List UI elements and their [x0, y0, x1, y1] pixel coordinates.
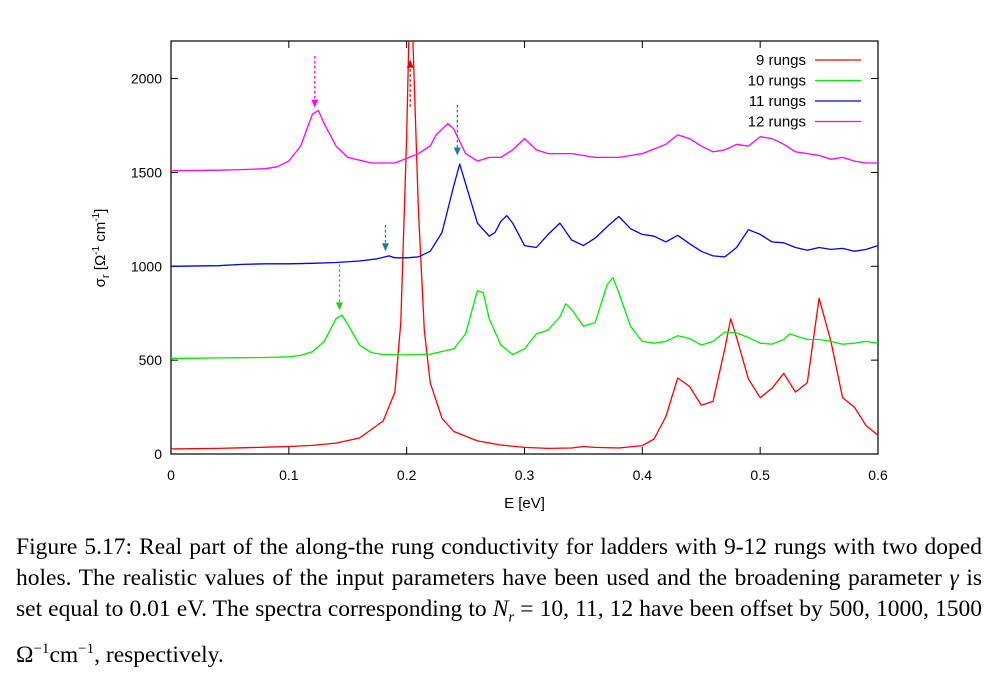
x-tick-label: 0.2 — [397, 467, 417, 483]
x-tick-label: 0.4 — [633, 467, 653, 483]
peak-arrows — [311, 56, 461, 311]
caption-n-var: N — [492, 596, 509, 622]
series-line — [171, 109, 878, 172]
x-tick-label: 0.3 — [515, 467, 535, 483]
legend-label: 12 rungs — [748, 114, 806, 131]
caption-eq: = 10, 11, 12 have been offset by 500, 10… — [16, 596, 983, 668]
axis-ticks: 0 0.1 0.2 0.3 0.4 0.5 0.6 0 500 1000 1500 2000 — [131, 41, 888, 483]
caption-mid: is set equal to 0.01 eV. The spectra cor… — [16, 565, 982, 622]
y-axis-label: σr [Ω-1 cm-1] — [91, 209, 112, 288]
conductivity-chart: 0 0.1 0.2 0.3 0.4 0.5 0.6 0 500 1000 1500 2000 9 ru… — [91, 40, 888, 512]
caption-cm: cm — [49, 641, 79, 668]
arrow-head — [381, 243, 389, 252]
legend-label: 11 rungs — [749, 93, 806, 110]
y-tick-label: 0 — [154, 446, 162, 462]
y-tick-label: 2000 — [131, 71, 162, 87]
caption-tail: , respectively. — [94, 641, 224, 668]
arrow-head — [406, 59, 414, 68]
series-line — [171, 41, 878, 450]
arrow-head — [453, 147, 461, 156]
x-tick-label: 0.5 — [750, 467, 770, 483]
caption-gamma: γ — [949, 565, 959, 591]
caption-n-sub: r — [508, 609, 515, 626]
caption-exp1: −1 — [33, 640, 50, 657]
caption-exp2: −1 — [78, 640, 95, 657]
x-tick-label: 0.6 — [868, 467, 888, 483]
arrow-head — [311, 99, 319, 108]
legend-label: 9 rungs — [756, 52, 806, 69]
x-axis-label: E [eV] — [504, 495, 545, 512]
x-tick-label: 0.1 — [279, 467, 299, 483]
series-lines — [171, 41, 878, 450]
y-tick-label: 1000 — [131, 258, 162, 274]
caption-lead: Figure 5.17: Real part of the along-the … — [16, 534, 982, 591]
y-tick-label: 1500 — [131, 164, 162, 180]
arrow-head — [336, 302, 344, 311]
series-line — [171, 163, 878, 267]
series-line — [171, 276, 878, 359]
figure-caption: Figure 5.17: Real part of the along-the … — [16, 532, 982, 671]
x-tick-label: 0 — [167, 467, 175, 483]
legend: 9 rungs 10 rungs 11 rungs 12 rungs — [748, 52, 861, 131]
y-tick-label: 500 — [139, 352, 163, 368]
legend-label: 10 rungs — [748, 73, 806, 90]
